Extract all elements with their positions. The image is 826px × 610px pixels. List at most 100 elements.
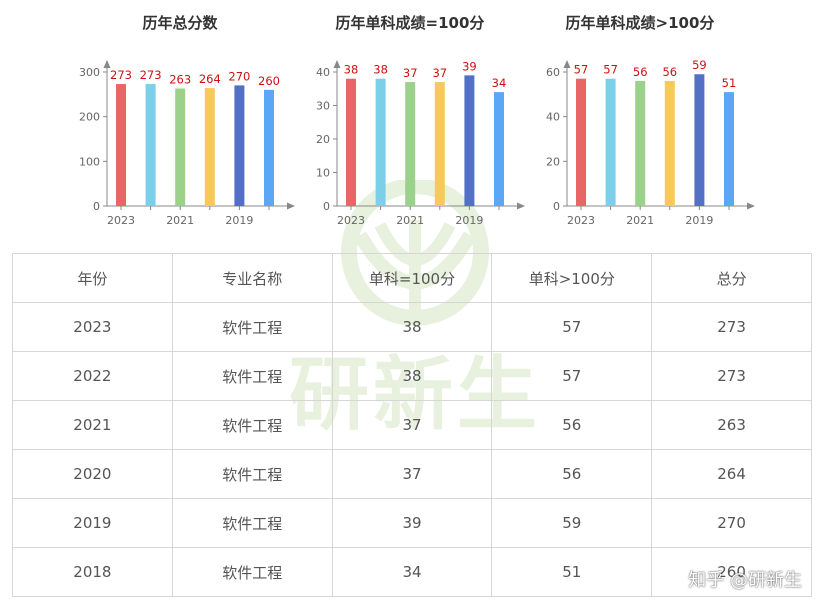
cell-major: 软件工程 <box>171 449 333 499</box>
cell-year: 2020 <box>12 449 173 499</box>
x-tick-label: 2021 <box>626 214 654 227</box>
x-axis-arrow-icon <box>517 202 525 210</box>
x-tick-label: 2021 <box>396 214 424 227</box>
table-header-row: 年份 专业名称 单科=100分 单科>100分 总分 <box>12 253 812 303</box>
bar-value-label: 273 <box>140 68 162 82</box>
y-tick-label: 40 <box>546 111 560 124</box>
cell-total: 273 <box>651 302 812 352</box>
y-tick-label: 300 <box>79 66 100 79</box>
cell-total: 263 <box>651 400 812 450</box>
x-tick-label: 2023 <box>337 214 365 227</box>
cell-total: 273 <box>651 351 812 401</box>
table-row: 2021 软件工程 37 56 263 <box>12 400 812 450</box>
bar <box>664 80 675 206</box>
bar <box>116 84 126 206</box>
bar-value-label: 51 <box>722 76 737 90</box>
bar-value-label: 260 <box>258 74 280 88</box>
chart-title: 历年单科成绩>100分 <box>565 14 715 32</box>
x-tick-label: 2019 <box>455 214 483 227</box>
cell-single-100: 38 <box>331 351 493 401</box>
cell-major: 软件工程 <box>171 547 333 597</box>
cell-year: 2019 <box>12 498 173 548</box>
bar <box>724 92 734 206</box>
y-tick-label: 40 <box>316 66 330 79</box>
x-tick-label: 2021 <box>166 214 194 227</box>
bar <box>635 80 646 206</box>
chart-plot: 0 10 20 30 40 38 38 37 37 39 34 2023 2021 2019 <box>316 59 525 227</box>
chart-plot: 0 20 40 60 57 57 56 56 59 51 2023 2021 2019 <box>546 58 755 227</box>
cell-single-100: 38 <box>331 302 493 352</box>
cell-year: 2022 <box>12 351 173 401</box>
bar-value-label: 59 <box>692 58 707 72</box>
table-row: 2019 软件工程 39 59 270 <box>12 498 812 548</box>
bar <box>434 82 445 206</box>
bar <box>234 85 245 206</box>
y-tick-label: 0 <box>323 200 330 213</box>
y-tick-label: 30 <box>316 100 330 113</box>
bar <box>494 92 504 206</box>
chart-plot: 0 100 200 300 273 273 263 264 270 260 2023 2021 2019 <box>79 60 295 227</box>
cell-single-over-100: 59 <box>491 498 653 548</box>
y-tick-label: 0 <box>553 200 560 213</box>
y-axis-arrow-icon <box>563 60 571 68</box>
bar-value-label: 34 <box>492 76 507 90</box>
bar <box>264 89 274 206</box>
y-tick-label: 200 <box>79 111 100 124</box>
cell-year: 2023 <box>12 302 173 352</box>
bar <box>694 74 705 206</box>
bar-value-label: 37 <box>403 66 418 80</box>
chart-title: 历年总分数 <box>142 14 218 32</box>
header-year: 年份 <box>12 253 173 303</box>
x-tick-label: 2023 <box>567 214 595 227</box>
single-100-chart: 历年单科成绩=100分 0 10 20 30 40 38 38 37 37 39 34 2023 202… <box>295 0 525 240</box>
cell-total: 270 <box>651 498 812 548</box>
bar-value-label: 38 <box>373 63 388 77</box>
cell-single-100: 37 <box>331 400 493 450</box>
score-table: 年份 专业名称 单科=100分 单科>100分 总分 2023 软件工程 38 … <box>12 253 812 597</box>
bar-value-label: 56 <box>662 65 677 79</box>
bar-value-label: 270 <box>228 69 250 83</box>
cell-major: 软件工程 <box>171 498 333 548</box>
table-row: 2018 软件工程 34 51 260 <box>12 547 812 597</box>
bar-value-label: 56 <box>633 65 648 79</box>
y-axis-arrow-icon <box>103 60 111 68</box>
bar-value-label: 57 <box>574 63 589 77</box>
bar <box>405 82 416 206</box>
cell-single-over-100: 51 <box>491 547 653 597</box>
cell-single-over-100: 57 <box>491 351 653 401</box>
y-tick-label: 20 <box>546 155 560 168</box>
bar <box>576 78 586 206</box>
y-axis-arrow-icon <box>333 60 341 68</box>
cell-major: 软件工程 <box>171 351 333 401</box>
cell-single-over-100: 56 <box>491 400 653 450</box>
cell-single-100: 34 <box>331 547 493 597</box>
header-single-100: 单科=100分 <box>331 253 493 303</box>
header-total: 总分 <box>651 253 812 303</box>
bar-value-label: 263 <box>169 73 191 87</box>
cell-major: 软件工程 <box>171 400 333 450</box>
cell-single-100: 39 <box>331 498 493 548</box>
bar <box>145 84 156 206</box>
bar <box>204 88 215 206</box>
x-tick-label: 2019 <box>685 214 713 227</box>
bar <box>346 78 356 206</box>
cell-total: 264 <box>651 449 812 499</box>
header-single-over-100: 单科>100分 <box>491 253 653 303</box>
table-row: 2023 软件工程 38 57 273 <box>12 302 812 352</box>
cell-year: 2018 <box>12 547 173 597</box>
x-tick-label: 2023 <box>107 214 135 227</box>
total-score-chart: 历年总分数 0 100 200 300 273 273 263 264 270 260 2023 20… <box>65 0 295 240</box>
cell-single-over-100: 57 <box>491 302 653 352</box>
chart-title: 历年单科成绩=100分 <box>335 14 485 32</box>
single-over-100-chart: 历年单科成绩>100分 0 20 40 60 57 57 56 56 59 51 2023 2021 2… <box>525 0 755 240</box>
cell-single-over-100: 56 <box>491 449 653 499</box>
bar-value-label: 37 <box>432 66 447 80</box>
x-axis-arrow-icon <box>287 202 295 210</box>
bar <box>175 88 186 206</box>
cell-single-100: 37 <box>331 449 493 499</box>
table-row: 2020 软件工程 37 56 264 <box>12 449 812 499</box>
x-tick-label: 2019 <box>225 214 253 227</box>
bar <box>375 78 386 206</box>
x-axis-arrow-icon <box>747 202 755 210</box>
y-tick-label: 100 <box>79 155 100 168</box>
